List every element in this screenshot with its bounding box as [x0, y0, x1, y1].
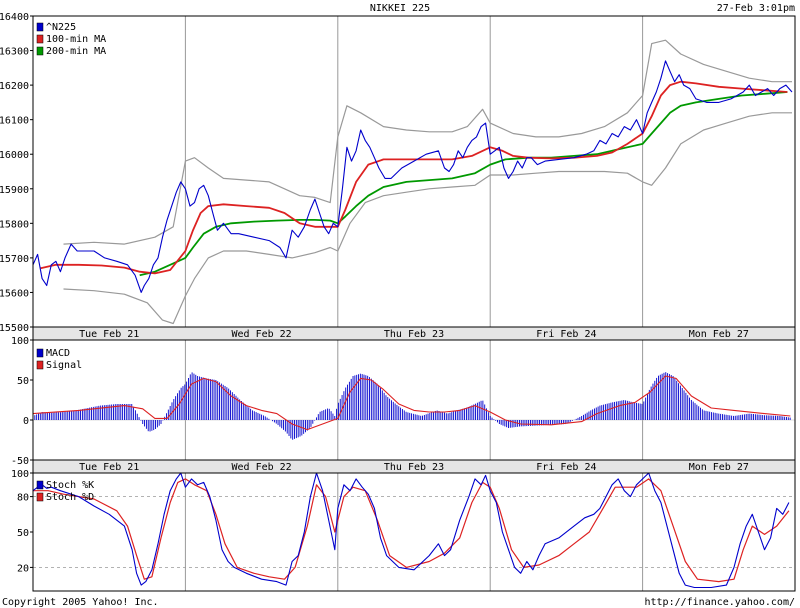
- y-tick-label: 16100: [0, 116, 29, 127]
- day-label: Fri Feb 24: [536, 462, 596, 473]
- y-tick-label: 15600: [0, 288, 29, 299]
- day-label: Thu Feb 23: [384, 329, 444, 340]
- y-tick-label: 16400: [0, 12, 29, 23]
- legend-label: 200-min MA: [46, 46, 106, 57]
- y-tick-label: 50: [17, 376, 29, 387]
- day-label: Thu Feb 23: [384, 462, 444, 473]
- copyright-text: Copyright 2005 Yahoo! Inc.: [2, 597, 159, 608]
- y-tick-label: 15700: [0, 254, 29, 265]
- legend-label: ^N225: [46, 22, 76, 33]
- day-label: Tue Feb 21: [79, 462, 139, 473]
- legend-label: Signal: [46, 360, 82, 371]
- legend-swatch: [36, 22, 44, 32]
- legend-label: 100-min MA: [46, 34, 106, 45]
- chart-timestamp: 27-Feb 3:01pm: [717, 3, 795, 14]
- day-label: Wed Feb 22: [231, 329, 291, 340]
- legend-label: MACD: [46, 348, 70, 359]
- y-tick-label: 16000: [0, 150, 29, 161]
- legend-swatch: [36, 348, 44, 358]
- signal-line: [32, 375, 791, 431]
- stoch-frame: [32, 472, 796, 592]
- legend-swatch: [36, 492, 44, 502]
- day-label: Tue Feb 21: [79, 329, 139, 340]
- y-tick-label: 15800: [0, 219, 29, 230]
- day-label: Mon Feb 27: [689, 462, 749, 473]
- y-tick-label: 100: [11, 336, 29, 347]
- y-tick-label: 16200: [0, 81, 29, 92]
- day-label: Fri Feb 24: [536, 329, 596, 340]
- legend-swatch: [36, 34, 44, 44]
- y-tick-label: 100: [11, 469, 29, 480]
- y-tick-label: -50: [11, 456, 29, 467]
- price-series-upper-band: [63, 39, 792, 245]
- price-series-lower-band: [63, 112, 792, 325]
- price-series-200-min-ma: [139, 91, 788, 277]
- legend-swatch: [36, 360, 44, 370]
- legend-swatch: [36, 46, 44, 56]
- stoch-d-line: [33, 478, 790, 583]
- stoch-k-line: [32, 472, 790, 589]
- price-series-100-min-ma: [40, 80, 788, 275]
- y-tick-label: 15500: [0, 323, 29, 334]
- y-tick-label: 15900: [0, 185, 29, 196]
- legend-label: Stoch %D: [46, 492, 94, 503]
- legend-swatch: [36, 480, 44, 490]
- price-panel: 15500 15600 15700 15800 15900 16000 16100 16200…: [0, 12, 796, 341]
- source-url[interactable]: http://finance.yahoo.com/: [644, 597, 795, 608]
- y-tick-label: 16300: [0, 47, 29, 58]
- y-tick-label: 20: [17, 563, 29, 574]
- chart-title: NIKKEI 225: [370, 3, 430, 14]
- legend-label: Stoch %K: [46, 480, 94, 491]
- price-series--n225: [32, 60, 793, 293]
- y-tick-label: 80: [17, 493, 29, 504]
- y-tick-label: 50: [17, 528, 29, 539]
- day-label: Wed Feb 22: [231, 462, 291, 473]
- day-label: Mon Feb 27: [689, 329, 749, 340]
- y-tick-label: 0: [23, 416, 29, 427]
